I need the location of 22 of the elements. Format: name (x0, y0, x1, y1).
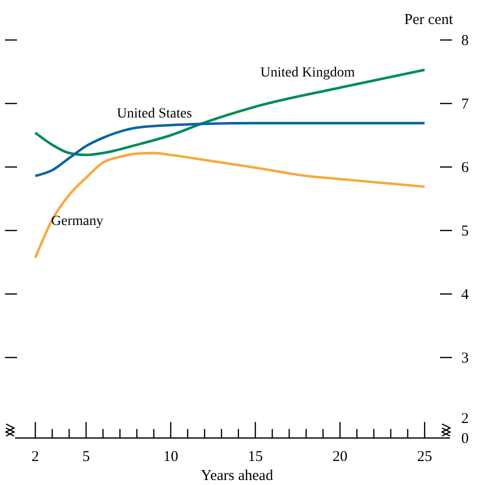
x-tick-label: 15 (248, 449, 263, 465)
y-tick-label: 4 (461, 287, 470, 303)
y-tick-label: 7 (461, 96, 470, 112)
y-axis-title: Per cent (404, 12, 454, 28)
x-tick-label: 2 (32, 449, 40, 465)
x-tick-label: 20 (332, 449, 348, 465)
series-label: Germany (51, 214, 104, 229)
y-tick-label: 5 (461, 224, 469, 240)
y-tick-label: 6 (461, 160, 470, 176)
y-tick-label: 2 (461, 411, 469, 427)
x-tick-label: 5 (82, 449, 90, 465)
line-series (34, 68, 426, 156)
y-tick-label: 8 (461, 33, 469, 49)
series-label: United Kingdom (260, 66, 355, 81)
series-label: United States (116, 106, 192, 122)
y-tick-label: 3 (461, 350, 469, 366)
line-series (34, 122, 426, 178)
text: 0 (461, 431, 469, 447)
x-tick-label: 10 (163, 449, 178, 465)
x-axis-title: Years ahead (200, 468, 274, 484)
x-tick-label: 25 (417, 449, 432, 465)
line-series (34, 152, 426, 260)
